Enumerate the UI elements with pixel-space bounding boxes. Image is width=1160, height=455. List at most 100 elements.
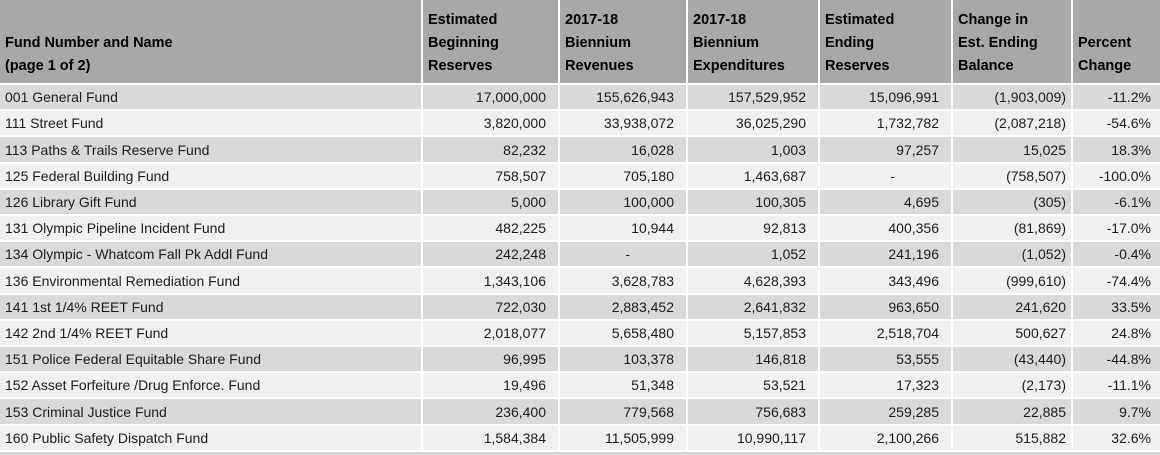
- biennium-revenues-cell: 10,944: [560, 216, 688, 243]
- percent-change-cell: -6.1%: [1073, 189, 1160, 217]
- header-line: 2017-18: [693, 12, 747, 28]
- biennium-expenditures-cell: 36,025,290: [688, 111, 820, 138]
- header-line: Ending: [825, 35, 875, 51]
- biennium-expenditures-cell: 53,521: [688, 373, 820, 400]
- biennium-expenditures-cell: 146,818: [688, 347, 820, 374]
- header-line: Reserves: [825, 58, 890, 74]
- ending-reserves-cell: 241,196: [820, 242, 953, 269]
- biennium-revenues-cell: 705,180: [560, 163, 688, 190]
- header-line: 2017-18: [565, 12, 619, 28]
- table-row: 111 Street Fund 3,820,000 33,938,072 36,025…: [0, 111, 1160, 138]
- beginning-reserves-cell: 758,507: [423, 163, 560, 190]
- header-cell-ending-reserves: Estimated Ending Reserves: [820, 0, 953, 85]
- beginning-reserves-cell: 242,248: [423, 242, 560, 269]
- biennium-revenues-cell: 16,028: [560, 137, 688, 164]
- fund-name-cell: 125 Federal Building Fund: [0, 163, 423, 190]
- header-line: (page 1 of 2): [5, 58, 91, 74]
- table-row: 160 Public Safety Dispatch Fund 1,584,384…: [0, 425, 1160, 452]
- header-cell-fund-name: Fund Number and Name (page 1 of 2): [0, 0, 423, 85]
- percent-change-cell: -11.1%: [1073, 373, 1160, 400]
- header-line: Reserves: [428, 58, 493, 74]
- biennium-expenditures-cell: 5,157,853: [688, 320, 820, 348]
- percent-change-cell: -74.4%: [1073, 268, 1160, 295]
- change-ending-balance-cell: 500,627: [953, 320, 1073, 348]
- fund-name-cell: 141 1st 1/4% REET Fund: [0, 294, 423, 321]
- fund-name-cell: 131 Olympic Pipeline Incident Fund: [0, 216, 423, 243]
- percent-change-cell: 9.7%: [1073, 399, 1160, 426]
- change-ending-balance-cell: (758,507): [953, 163, 1073, 190]
- ending-reserves-cell: 1,732,782: [820, 111, 953, 138]
- header-cell-beginning-reserves: Estimated Beginning Reserves: [423, 0, 560, 85]
- table-body: 001 General Fund 17,000,000 155,626,943 157…: [0, 85, 1160, 452]
- fund-name-cell: 153 Criminal Justice Fund: [0, 399, 423, 426]
- beginning-reserves-cell: 19,496: [423, 373, 560, 400]
- ending-reserves-cell: 2,100,266: [820, 425, 953, 452]
- biennium-expenditures-cell: 100,305: [688, 189, 820, 217]
- table-row: 113 Paths & Trails Reserve Fund 82,232 16,…: [0, 137, 1160, 164]
- change-ending-balance-cell: (305): [953, 189, 1073, 217]
- table-row: 141 1st 1/4% REET Fund 722,030 2,883,452 2,…: [0, 294, 1160, 321]
- fund-name-cell: 001 General Fund: [0, 85, 423, 112]
- fund-name-cell: 126 Library Gift Fund: [0, 189, 423, 217]
- beginning-reserves-cell: 722,030: [423, 294, 560, 321]
- header-line: Revenues: [565, 58, 634, 74]
- percent-change-cell: 18.3%: [1073, 137, 1160, 164]
- change-ending-balance-cell: 15,025: [953, 137, 1073, 164]
- table-row: 001 General Fund 17,000,000 155,626,943 157…: [0, 85, 1160, 112]
- ending-reserves-cell: 259,285: [820, 399, 953, 426]
- header-row: Fund Number and Name (page 1 of 2) Estimat…: [0, 0, 1160, 85]
- biennium-expenditures-cell: 1,463,687: [688, 163, 820, 190]
- change-ending-balance-cell: (1,052): [953, 242, 1073, 269]
- biennium-revenues-cell: 11,505,999: [560, 425, 688, 452]
- fund-name-cell: 136 Environmental Remediation Fund: [0, 268, 423, 295]
- ending-reserves-cell: 15,096,991: [820, 85, 953, 112]
- percent-change-cell: -44.8%: [1073, 347, 1160, 374]
- biennium-revenues-cell: 33,938,072: [560, 111, 688, 138]
- header-line: Est. Ending: [958, 35, 1038, 51]
- biennium-revenues-cell: 5,658,480: [560, 320, 688, 348]
- change-ending-balance-cell: (81,869): [953, 216, 1073, 243]
- change-ending-balance-cell: 22,885: [953, 399, 1073, 426]
- fund-name-cell: 152 Asset Forfeiture /Drug Enforce. Fund: [0, 373, 423, 400]
- biennium-expenditures-cell: 4,628,393: [688, 268, 820, 295]
- change-ending-balance-cell: 515,882: [953, 425, 1073, 452]
- change-ending-balance-cell: (2,087,218): [953, 111, 1073, 138]
- percent-change-cell: -11.2%: [1073, 85, 1160, 112]
- header-cell-percent-change: Percent Change: [1073, 0, 1160, 85]
- beginning-reserves-cell: 236,400: [423, 399, 560, 426]
- ending-reserves-cell: 17,323: [820, 373, 953, 400]
- ending-reserves-cell: 963,650: [820, 294, 953, 321]
- biennium-expenditures-cell: 1,052: [688, 242, 820, 269]
- partial-next-row-strip: [0, 452, 1160, 455]
- biennium-revenues-cell: 3,628,783: [560, 268, 688, 295]
- ending-reserves-cell: 2,518,704: [820, 320, 953, 348]
- table-row: 153 Criminal Justice Fund 236,400 779,568 7…: [0, 399, 1160, 426]
- beginning-reserves-cell: 3,820,000: [423, 111, 560, 138]
- header-line: Expenditures: [693, 58, 785, 74]
- beginning-reserves-cell: 482,225: [423, 216, 560, 243]
- percent-change-cell: -100.0%: [1073, 163, 1160, 190]
- header-line: Biennium: [565, 35, 632, 51]
- fund-name-cell: 134 Olympic - Whatcom Fall Pk Addl Fund: [0, 242, 423, 269]
- biennium-revenues-cell: 51,348: [560, 373, 688, 400]
- biennium-expenditures-cell: 92,813: [688, 216, 820, 243]
- table-row: 136 Environmental Remediation Fund 1,343,…: [0, 268, 1160, 295]
- beginning-reserves-cell: 17,000,000: [423, 85, 560, 112]
- biennium-expenditures-cell: 157,529,952: [688, 85, 820, 112]
- fund-name-cell: 160 Public Safety Dispatch Fund: [0, 425, 423, 452]
- table-header: Fund Number and Name (page 1 of 2) Estimat…: [0, 0, 1160, 85]
- header-cell-biennium-revenues: 2017-18 Biennium Revenues: [560, 0, 688, 85]
- biennium-revenues-cell: 100,000: [560, 189, 688, 217]
- percent-change-cell: -0.4%: [1073, 242, 1160, 269]
- change-ending-balance-cell: (43,440): [953, 347, 1073, 374]
- ending-reserves-cell: 343,496: [820, 268, 953, 295]
- percent-change-cell: 33.5%: [1073, 294, 1160, 321]
- table-row: 126 Library Gift Fund 5,000 100,000 100,305…: [0, 189, 1160, 217]
- percent-change-cell: 24.8%: [1073, 320, 1160, 348]
- table-row: 151 Police Federal Equitable Share Fund 9…: [0, 347, 1160, 374]
- ending-reserves-cell: -: [820, 163, 953, 190]
- beginning-reserves-cell: 1,343,106: [423, 268, 560, 295]
- biennium-revenues-cell: 2,883,452: [560, 294, 688, 321]
